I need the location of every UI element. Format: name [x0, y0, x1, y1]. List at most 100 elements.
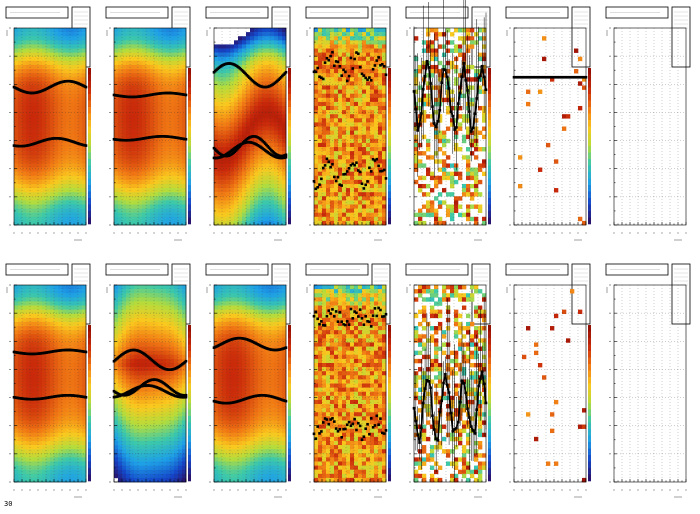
heatmap-cell [14, 179, 19, 185]
heatmap-cell [30, 81, 35, 86]
heatmap-cell [422, 114, 427, 119]
heatmap-cell [318, 212, 323, 218]
heatmap-cell [282, 142, 287, 148]
heatmap-cell [214, 188, 219, 193]
heatmap-cell [470, 130, 475, 135]
heatmap-cell [54, 171, 59, 177]
heatmap-cell [146, 204, 151, 209]
heatmap-cell [374, 105, 379, 111]
heatmap-cell [330, 200, 335, 205]
heatmap-cell [138, 188, 143, 193]
heatmap-cell [282, 220, 287, 226]
palette-swatch [388, 211, 391, 218]
heatmap-cell [382, 32, 387, 37]
heatmap-cell [82, 175, 87, 181]
heatmap-cell [342, 126, 347, 131]
heatmap-cell [318, 196, 323, 201]
heatmap-cell [322, 208, 327, 213]
palette-swatch [188, 178, 191, 186]
heatmap-cell [158, 147, 163, 152]
heatmap-cell [418, 208, 423, 213]
heatmap-cell [142, 192, 147, 197]
heatmap-cell [122, 196, 127, 201]
heatmap-cell [142, 138, 147, 144]
heatmap-cell [14, 114, 19, 119]
heatmap-cell [354, 126, 359, 131]
profile-marker [369, 170, 373, 173]
heatmap-cell [130, 163, 135, 168]
heatmap-cell [354, 77, 359, 82]
heatmap-cell [34, 60, 39, 66]
heatmap-cell [334, 147, 339, 152]
heatmap-cell [42, 44, 47, 49]
heatmap-cell [242, 208, 247, 213]
heatmap-cell [150, 179, 155, 185]
heatmap-cell [282, 40, 287, 45]
heatmap-cell [274, 175, 279, 181]
heatmap-cell [382, 204, 387, 209]
heatmap-cell [326, 97, 331, 103]
heatmap-cell [74, 73, 79, 78]
heatmap-cell [214, 85, 219, 90]
heatmap-cell [170, 114, 175, 119]
heatmap-cell [246, 151, 251, 156]
heatmap-cell [338, 159, 343, 164]
heatmap-cell [222, 192, 227, 197]
heatmap-cell [34, 114, 39, 119]
heatmap-cell [22, 93, 27, 99]
heatmap-cell [54, 122, 59, 127]
heatmap-cell [266, 40, 271, 45]
heatmap-cell [50, 97, 55, 103]
heatmap-cell [330, 101, 335, 107]
heatmap-cell [222, 220, 227, 226]
heatmap-cell [34, 122, 39, 127]
heatmap-cell [138, 73, 143, 78]
heatmap-cell [150, 155, 155, 160]
heatmap-cell [374, 163, 379, 168]
heatmap-cell [318, 81, 323, 86]
heatmap-cell [142, 105, 147, 111]
heatmap-cell [266, 179, 271, 185]
heatmap-cell [234, 183, 239, 189]
heatmap-cell [422, 183, 427, 189]
heatmap-cell [338, 183, 343, 189]
heatmap-cell [142, 175, 147, 181]
heatmap-cell [242, 142, 247, 148]
heatmap-cell [22, 52, 27, 58]
heatmap-cell [218, 204, 223, 209]
heatmap-cell [246, 85, 251, 90]
heatmap-cell [138, 122, 143, 127]
heatmap-cell [258, 138, 263, 144]
heatmap-cell [158, 73, 163, 78]
heatmap-cell [58, 60, 63, 66]
heatmap-cell [34, 40, 39, 45]
heatmap-cell [170, 32, 175, 37]
heatmap-cell [442, 32, 447, 37]
heatmap-cell [482, 159, 487, 164]
heatmap-cell [70, 110, 75, 115]
heatmap-cell [234, 192, 239, 197]
profile-marker [375, 157, 379, 161]
heatmap-cell [142, 118, 147, 123]
heatmap-cell [326, 40, 331, 45]
heatmap-cell [130, 28, 135, 33]
heatmap-cell [334, 48, 339, 53]
heatmap-cell [18, 200, 23, 205]
heatmap-cell [134, 81, 139, 86]
heatmap-cell [78, 105, 83, 111]
heatmap-cell [182, 142, 187, 148]
heatmap-cell [58, 216, 63, 222]
heatmap-cell [130, 126, 135, 131]
heatmap-cell [250, 142, 255, 148]
heatmap-cell [54, 183, 59, 189]
heatmap-cell [138, 105, 143, 111]
heatmap-cell [454, 208, 459, 213]
heatmap-cell [42, 36, 47, 41]
heatmap-cell [250, 212, 255, 218]
heatmap-cell [354, 101, 359, 107]
heatmap-cell [322, 130, 327, 135]
profile-marker [464, 78, 467, 82]
heatmap-cell [118, 48, 123, 53]
heatmap-cell [334, 122, 339, 127]
histogram-svg [5, 6, 91, 241]
